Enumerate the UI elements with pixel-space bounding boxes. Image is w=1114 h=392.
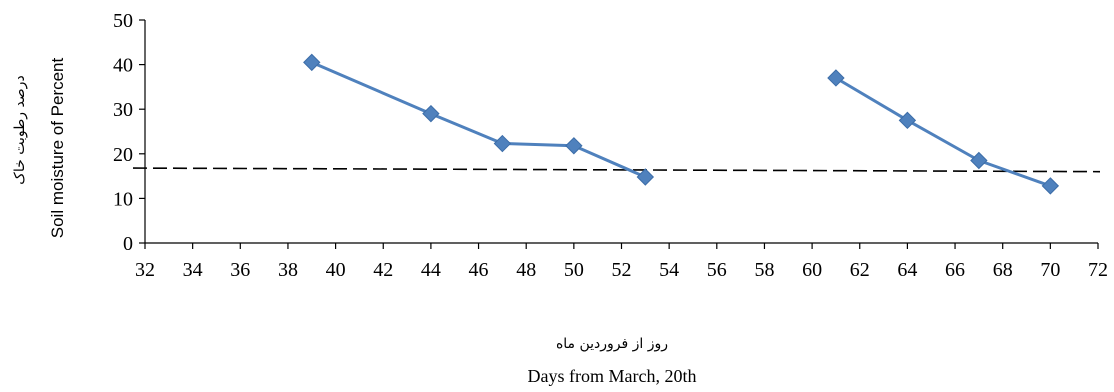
series-line — [311, 61, 646, 179]
series-2 — [827, 69, 1060, 195]
x-tick-label: 52 — [612, 259, 632, 281]
series-line — [835, 76, 1051, 188]
y-tick-label: 40 — [113, 55, 133, 77]
x-tick-label: 68 — [993, 259, 1013, 281]
x-tick-label: 34 — [183, 259, 203, 281]
data-point-marker — [422, 104, 440, 123]
x-tick-label: 36 — [230, 259, 250, 281]
data-point-marker — [493, 134, 512, 153]
y-tick-label: 10 — [113, 188, 133, 210]
x-tick-label: 32 — [135, 259, 155, 281]
x-tick-label: 40 — [326, 259, 346, 281]
y-axis-ticks: 0 10 20 30 40 50 — [113, 10, 145, 255]
x-tick-label: 46 — [469, 259, 489, 281]
data-point-marker — [898, 111, 917, 130]
y-axis-title-en: Soil moisture of Percent — [48, 57, 67, 238]
y-axis-title-fa: درصد رطوبت خاک — [12, 75, 28, 184]
x-tick-label: 38 — [278, 259, 298, 281]
y-tick-label: 50 — [113, 10, 133, 32]
x-tick-label: 62 — [850, 259, 870, 281]
y-tick-label: 20 — [113, 144, 133, 166]
y-tick-label: 0 — [123, 233, 133, 255]
x-axis-ticks: 32 34 36 38 40 42 44 46 48 50 52 54 56 58 60 62 64 66 68 70… — [135, 243, 1108, 281]
x-tick-label: 48 — [516, 259, 536, 281]
data-point-marker — [970, 151, 988, 170]
x-tick-label: 44 — [421, 259, 441, 281]
data-point-marker — [827, 69, 845, 87]
x-tick-label: 42 — [373, 259, 393, 281]
x-tick-label: 56 — [707, 259, 727, 281]
x-tick-label: 66 — [945, 259, 965, 281]
x-tick-label: 54 — [659, 259, 679, 281]
x-tick-label: 60 — [802, 259, 822, 281]
x-tick-label: 72 — [1088, 259, 1108, 281]
x-tick-label: 58 — [754, 259, 774, 281]
series-layer — [303, 53, 1060, 195]
data-point-marker — [636, 168, 655, 186]
y-tick-label: 30 — [113, 99, 133, 121]
data-point-marker — [565, 137, 583, 155]
threshold-layer — [132, 167, 1101, 173]
series-1 — [303, 53, 655, 186]
axes — [144, 20, 1098, 244]
threshold-dashed-line — [132, 167, 1101, 173]
data-point-marker — [303, 53, 321, 72]
x-tick-label: 70 — [1040, 259, 1060, 281]
x-tick-label: 64 — [897, 259, 917, 281]
x-axis-title-en: Days from March, 20th — [528, 366, 697, 386]
data-point-marker — [1041, 177, 1060, 195]
x-axis-title-fa: روز از فروردین ماه — [556, 336, 668, 352]
x-tick-label: 50 — [564, 259, 584, 281]
y-axis-title: درصد رطوبت خاک Soil moisture of Percent — [12, 57, 67, 238]
